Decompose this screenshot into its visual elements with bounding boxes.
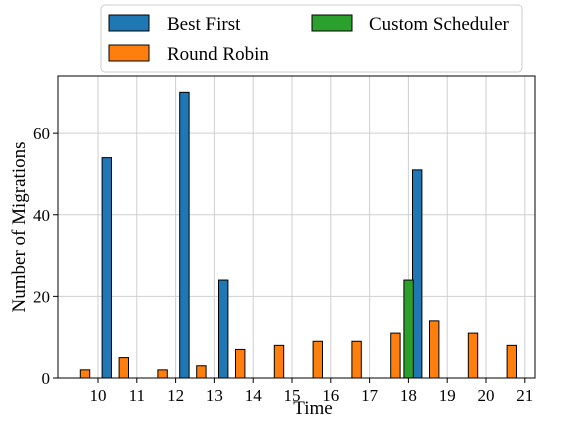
- legend-label-round-robin: Round Robin: [167, 44, 269, 65]
- y-tick-label: 0: [42, 369, 51, 388]
- legend: Best First Round Robin Custom Scheduler: [100, 4, 523, 73]
- legend-swatch-best-first: [108, 14, 150, 32]
- x-tick-label: 20: [478, 386, 495, 405]
- y-tick-label: 60: [33, 124, 50, 143]
- y-tick-label: 40: [33, 206, 50, 225]
- bar-round-robin-19: [429, 320, 440, 379]
- bar-round-robin-14: [235, 348, 246, 379]
- bar-round-robin-11: [118, 357, 129, 379]
- bar-round-robin-10: [79, 369, 91, 379]
- legend-swatch-round-robin: [108, 44, 150, 62]
- x-tick-label: 15: [284, 386, 301, 405]
- x-axis: 10 11 12 13 14 15 16 17 18 19 20 21: [90, 378, 533, 405]
- legend-frame: [100, 4, 523, 73]
- bar-best-first-13: [218, 279, 229, 379]
- x-tick-label: 13: [206, 386, 223, 405]
- y-axis: 0 20 40 60: [33, 124, 58, 388]
- y-axis-label: Number of Migrations: [9, 142, 30, 313]
- legend-label-best-first: Best First: [167, 14, 241, 35]
- bar-round-robin-13: [196, 365, 207, 379]
- x-tick-label: 14: [245, 386, 263, 405]
- bar-best-first-12: [179, 91, 190, 379]
- bars: [79, 91, 518, 379]
- bar-round-robin-18: [390, 332, 401, 379]
- bar-round-robin-15: [273, 344, 285, 379]
- bar-round-robin-12: [157, 369, 168, 379]
- x-tick-label: 10: [90, 386, 107, 405]
- x-tick-label: 17: [361, 386, 379, 405]
- bar-round-robin-17: [351, 340, 362, 379]
- bar-round-robin-16: [312, 340, 324, 379]
- bar-custom-scheduler-18: [403, 279, 414, 379]
- bar-best-first-18: [412, 169, 423, 379]
- legend-swatch-custom-scheduler: [311, 14, 353, 32]
- x-tick-label: 16: [322, 386, 339, 405]
- x-tick-label: 18: [400, 386, 417, 405]
- bar-round-robin-21: [506, 344, 518, 379]
- bar-best-first-10: [101, 157, 112, 379]
- x-tick-label: 19: [439, 386, 456, 405]
- plot-frame: [57, 75, 536, 379]
- grid: [58, 76, 535, 379]
- y-tick-label: 20: [33, 287, 50, 306]
- x-axis-label: Time: [293, 398, 332, 419]
- bar-round-robin-20: [467, 332, 479, 379]
- x-tick-label: 12: [167, 386, 184, 405]
- legend-label-custom-scheduler: Custom Scheduler: [369, 14, 510, 35]
- x-tick-label: 11: [129, 386, 145, 405]
- x-tick-label: 21: [516, 386, 533, 405]
